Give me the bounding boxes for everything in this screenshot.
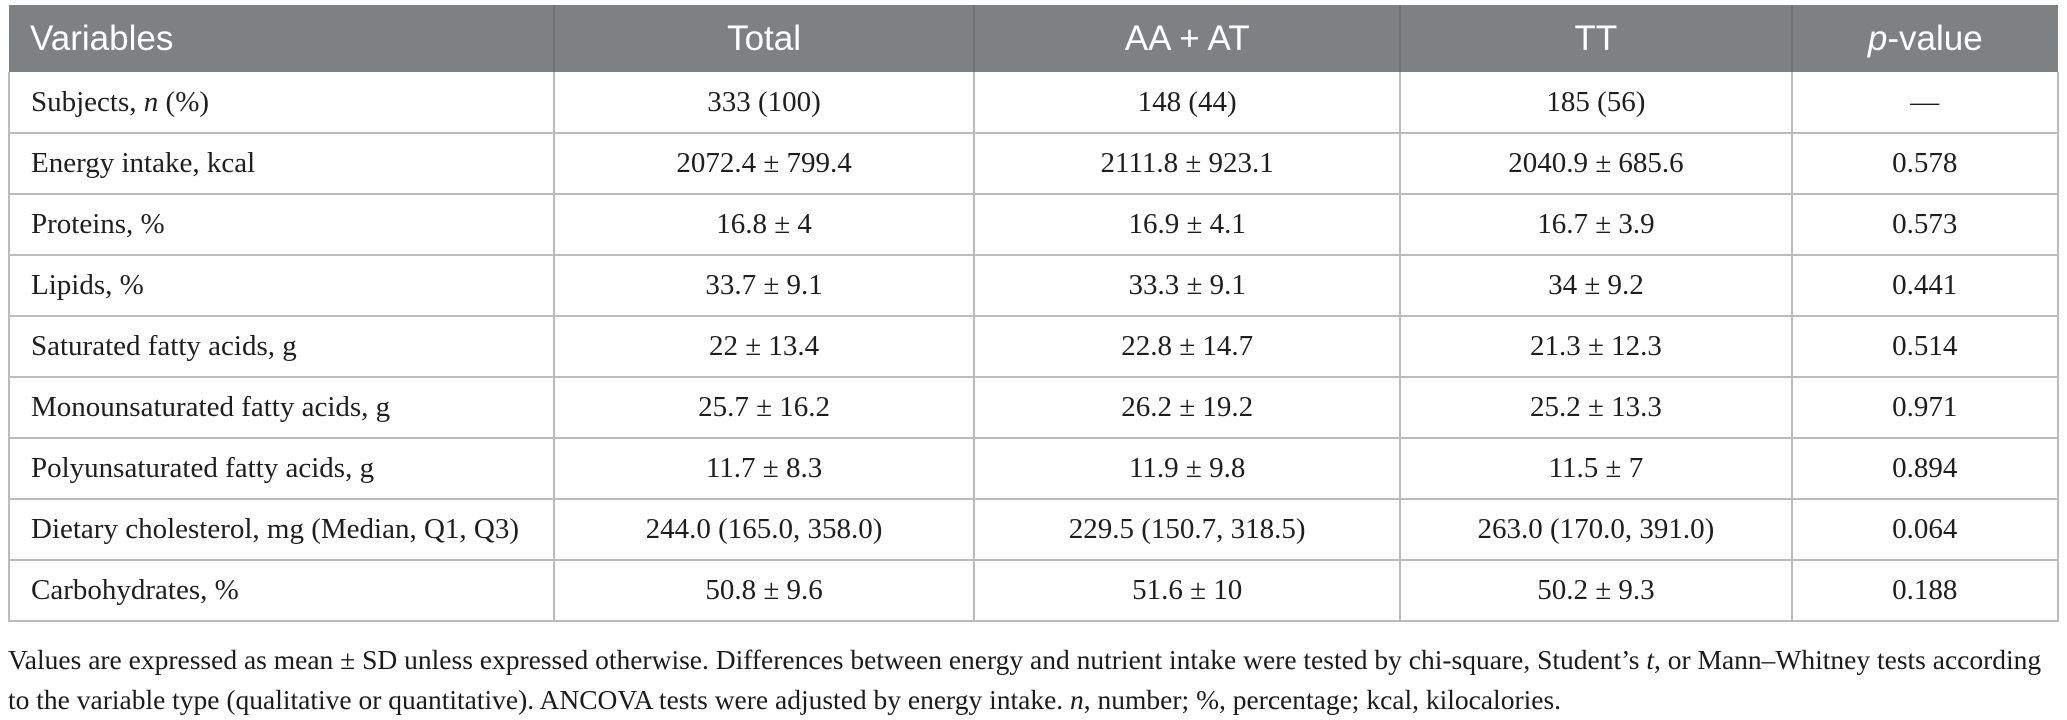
cell-aa-at: 33.3 ± 9.1 (973, 254, 1402, 317)
cell-p-value: 0.578 (1790, 132, 2060, 195)
header-cell-p-value: p-value (1791, 5, 2058, 72)
header-cell-aa-at: AA + AT (974, 5, 1402, 72)
footnote-text: , number; %, percentage; kcal, kilocalor… (1083, 684, 1562, 715)
cell-total: 16.8 ± 4 (553, 193, 976, 256)
footnote-text: , or Mann–Whitney tests according to the… (8, 644, 2042, 715)
row-label-energy-intake: Energy intake, kcal (7, 132, 556, 195)
header-cell-variables: Variables (9, 5, 556, 72)
cell-aa-at: 51.6 ± 10 (973, 559, 1402, 622)
table-row-energy-intake: Energy intake, kcal 2072.4 ± 799.4 2111.… (7, 132, 2060, 195)
cell-tt: 11.5 ± 7 (1399, 437, 1793, 500)
row-label-saturated-fatty-acids: Saturated fatty acids, g (7, 315, 556, 378)
table-footnote: Values are expressed as mean ± SD unless… (8, 640, 2061, 720)
row-label-subjects: Subjects, n (%) (7, 72, 556, 134)
italic-n: n (1070, 684, 1084, 715)
cell-total: 244.0 (165.0, 358.0) (553, 498, 976, 561)
header-cell-total: Total (554, 5, 976, 72)
cell-aa-at: 148 (44) (973, 72, 1402, 134)
nutrient-intake-table: Variables Total AA + AT TT p-value Subje… (7, 5, 2060, 622)
cell-p-value: 0.894 (1790, 437, 2060, 500)
table-row-proteins: Proteins, % 16.8 ± 4 16.9 ± 4.1 16.7 ± 3… (7, 193, 2060, 256)
row-label-polyunsaturated-fatty-acids: Polyunsaturated fatty acids, g (7, 437, 556, 500)
cell-total: 11.7 ± 8.3 (553, 437, 976, 500)
cell-p-value: 0.514 (1790, 315, 2060, 378)
cell-total: 33.7 ± 9.1 (553, 254, 976, 317)
nutrient-intake-table-container: Variables Total AA + AT TT p-value Subje… (7, 5, 2060, 622)
cell-aa-at: 16.9 ± 4.1 (973, 193, 1402, 256)
row-label-lipids: Lipids, % (7, 254, 556, 317)
cell-total: 22 ± 13.4 (553, 315, 976, 378)
cell-total: 50.8 ± 9.6 (553, 559, 976, 622)
table-row-lipids: Lipids, % 33.7 ± 9.1 33.3 ± 9.1 34 ± 9.2… (7, 254, 2060, 317)
label-text: (%) (158, 85, 210, 118)
table-row-carbohydrates: Carbohydrates, % 50.8 ± 9.6 51.6 ± 10 50… (7, 559, 2060, 622)
cell-aa-at: 2111.8 ± 923.1 (973, 132, 1402, 195)
italic-t: t (1646, 644, 1654, 675)
p-value-rest: -value (1887, 18, 1983, 58)
table-row-saturated-fatty-acids: Saturated fatty acids, g 22 ± 13.4 22.8 … (7, 315, 2060, 378)
cell-tt: 185 (56) (1399, 72, 1793, 134)
cell-p-value: 0.573 (1790, 193, 2060, 256)
cell-tt: 263.0 (170.0, 391.0) (1399, 498, 1793, 561)
label-text: Subjects, (31, 85, 144, 118)
cell-aa-at: 22.8 ± 14.7 (973, 315, 1402, 378)
row-label-carbohydrates: Carbohydrates, % (7, 559, 556, 622)
cell-total: 25.7 ± 16.2 (553, 376, 976, 439)
row-label-dietary-cholesterol: Dietary cholesterol, mg (Median, Q1, Q3) (7, 498, 556, 561)
cell-aa-at: 26.2 ± 19.2 (973, 376, 1402, 439)
cell-tt: 25.2 ± 13.3 (1399, 376, 1793, 439)
cell-total: 2072.4 ± 799.4 (553, 132, 976, 195)
table-row-polyunsaturated-fatty-acids: Polyunsaturated fatty acids, g 11.7 ± 8.… (7, 437, 2060, 500)
footnote-text: Values are expressed as mean ± SD unless… (8, 644, 1647, 675)
cell-p-value: 0.188 (1790, 559, 2060, 622)
header-cell-tt: TT (1400, 5, 1793, 72)
row-label-monounsaturated-fatty-acids: Monounsaturated fatty acids, g (7, 376, 556, 439)
cell-tt: 34 ± 9.2 (1399, 254, 1793, 317)
cell-p-value: 0.971 (1790, 376, 2060, 439)
cell-aa-at: 229.5 (150.7, 318.5) (973, 498, 1402, 561)
cell-p-value: 0.441 (1790, 254, 2060, 317)
cell-tt: 21.3 ± 12.3 (1399, 315, 1793, 378)
cell-total: 333 (100) (553, 72, 976, 134)
row-label-proteins: Proteins, % (7, 193, 556, 256)
table-header: Variables Total AA + AT TT p-value (9, 5, 2058, 72)
cell-tt: 16.7 ± 3.9 (1399, 193, 1793, 256)
table-row-monounsaturated-fatty-acids: Monounsaturated fatty acids, g 25.7 ± 16… (7, 376, 2060, 439)
table-header-row: Variables Total AA + AT TT p-value (9, 5, 2058, 72)
cell-p-value: — (1790, 72, 2060, 134)
table-row-subjects: Subjects, n (%) 333 (100) 148 (44) 185 (… (7, 72, 2060, 134)
cell-aa-at: 11.9 ± 9.8 (973, 437, 1402, 500)
cell-tt: 50.2 ± 9.3 (1399, 559, 1793, 622)
italic-n: n (143, 85, 159, 118)
table-body: Subjects, n (%) 333 (100) 148 (44) 185 (… (7, 72, 2060, 622)
table-row-dietary-cholesterol: Dietary cholesterol, mg (Median, Q1, Q3)… (7, 498, 2060, 561)
p-value-italic-p: p (1867, 18, 1888, 58)
cell-p-value: 0.064 (1790, 498, 2060, 561)
cell-tt: 2040.9 ± 685.6 (1399, 132, 1793, 195)
